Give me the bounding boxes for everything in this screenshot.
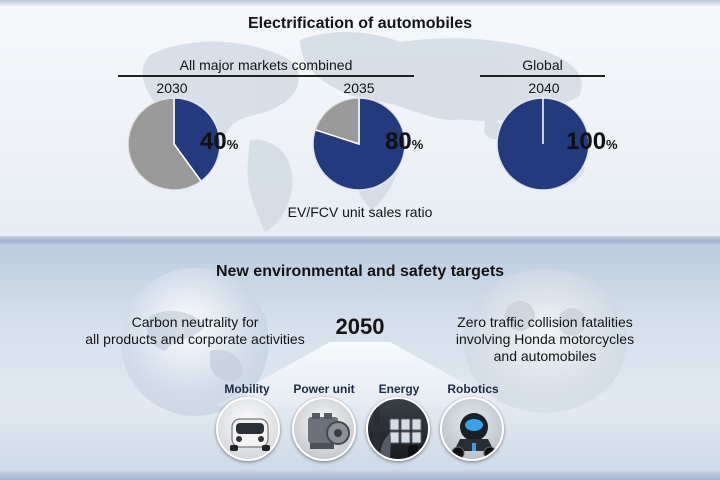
category-label-mobility: Mobility [224, 382, 270, 396]
pie-2030-slice-2 [127, 97, 203, 191]
category-label-robotics: Robotics [447, 382, 499, 396]
data-label-2030: 40% [200, 128, 238, 156]
electrification-title: Electrification of automobiles [247, 15, 473, 32]
robot-icon [440, 397, 504, 461]
pie-2035-outline [312, 97, 406, 191]
tick-label-2035: 2035 [343, 80, 375, 96]
tick-label-2030: 2030 [156, 80, 188, 96]
group-rule-major-markets [118, 75, 414, 77]
data-label-2040-unit: % [606, 137, 618, 152]
data-label-2030-unit: % [226, 137, 239, 152]
carbon-neutrality-line-1: Carbon neutrality for [131, 314, 259, 330]
carbon-neutrality-line-2: all products and corporate activities [85, 331, 305, 347]
pie-2035-slice-2 [314, 97, 360, 146]
data-label-2040-value: 100 [566, 128, 607, 155]
group-label-global: Global [522, 57, 563, 73]
targets-panel: New environmental and safety targets 205… [0, 246, 720, 480]
car-icon [216, 397, 280, 461]
pie-2030-slice-1 [173, 97, 221, 183]
carbon-neutrality-target: Carbon neutrality for all products and c… [70, 314, 320, 348]
engine-icon [292, 397, 356, 461]
data-label-2035: 80% [385, 128, 423, 156]
zero-fatalities-line-1: Zero traffic collision fatalities [457, 314, 633, 330]
targets-title: New environmental and safety targets [215, 263, 505, 280]
tick-label-2040: 2040 [528, 80, 560, 96]
targets-background-art [121, 268, 627, 416]
sales-ratio-caption: EV/FCV unit sales ratio [287, 204, 433, 220]
bottom-edge-band [0, 468, 720, 480]
data-label-2030-value: 40 [200, 128, 227, 155]
section-divider [0, 236, 720, 246]
data-label-2035-unit: % [411, 137, 424, 152]
battery-icon [366, 397, 430, 461]
group-label-major-markets: All major markets combined [179, 57, 353, 73]
pie-chart-2030 [127, 97, 221, 191]
pie-2030-outline [127, 97, 221, 191]
electrification-panel: Electrification of automobiles All major… [0, 0, 720, 236]
top-edge-band [0, 0, 720, 6]
zero-fatalities-line-3: and automobiles [493, 348, 597, 364]
category-label-power-unit: Power unit [293, 382, 355, 396]
target-year: 2050 [335, 314, 385, 339]
category-label-energy: Energy [378, 382, 420, 396]
group-rule-global [480, 75, 605, 77]
data-label-2040: 100% [566, 128, 618, 156]
pie-chart-2035 [312, 97, 406, 191]
data-label-2035-value: 80 [385, 128, 412, 155]
zero-fatalities-line-2: involving Honda motorcycles [455, 331, 635, 347]
zero-fatalities-target: Zero traffic collision fatalities involv… [425, 314, 665, 365]
pie-chart-2040 [496, 97, 590, 191]
